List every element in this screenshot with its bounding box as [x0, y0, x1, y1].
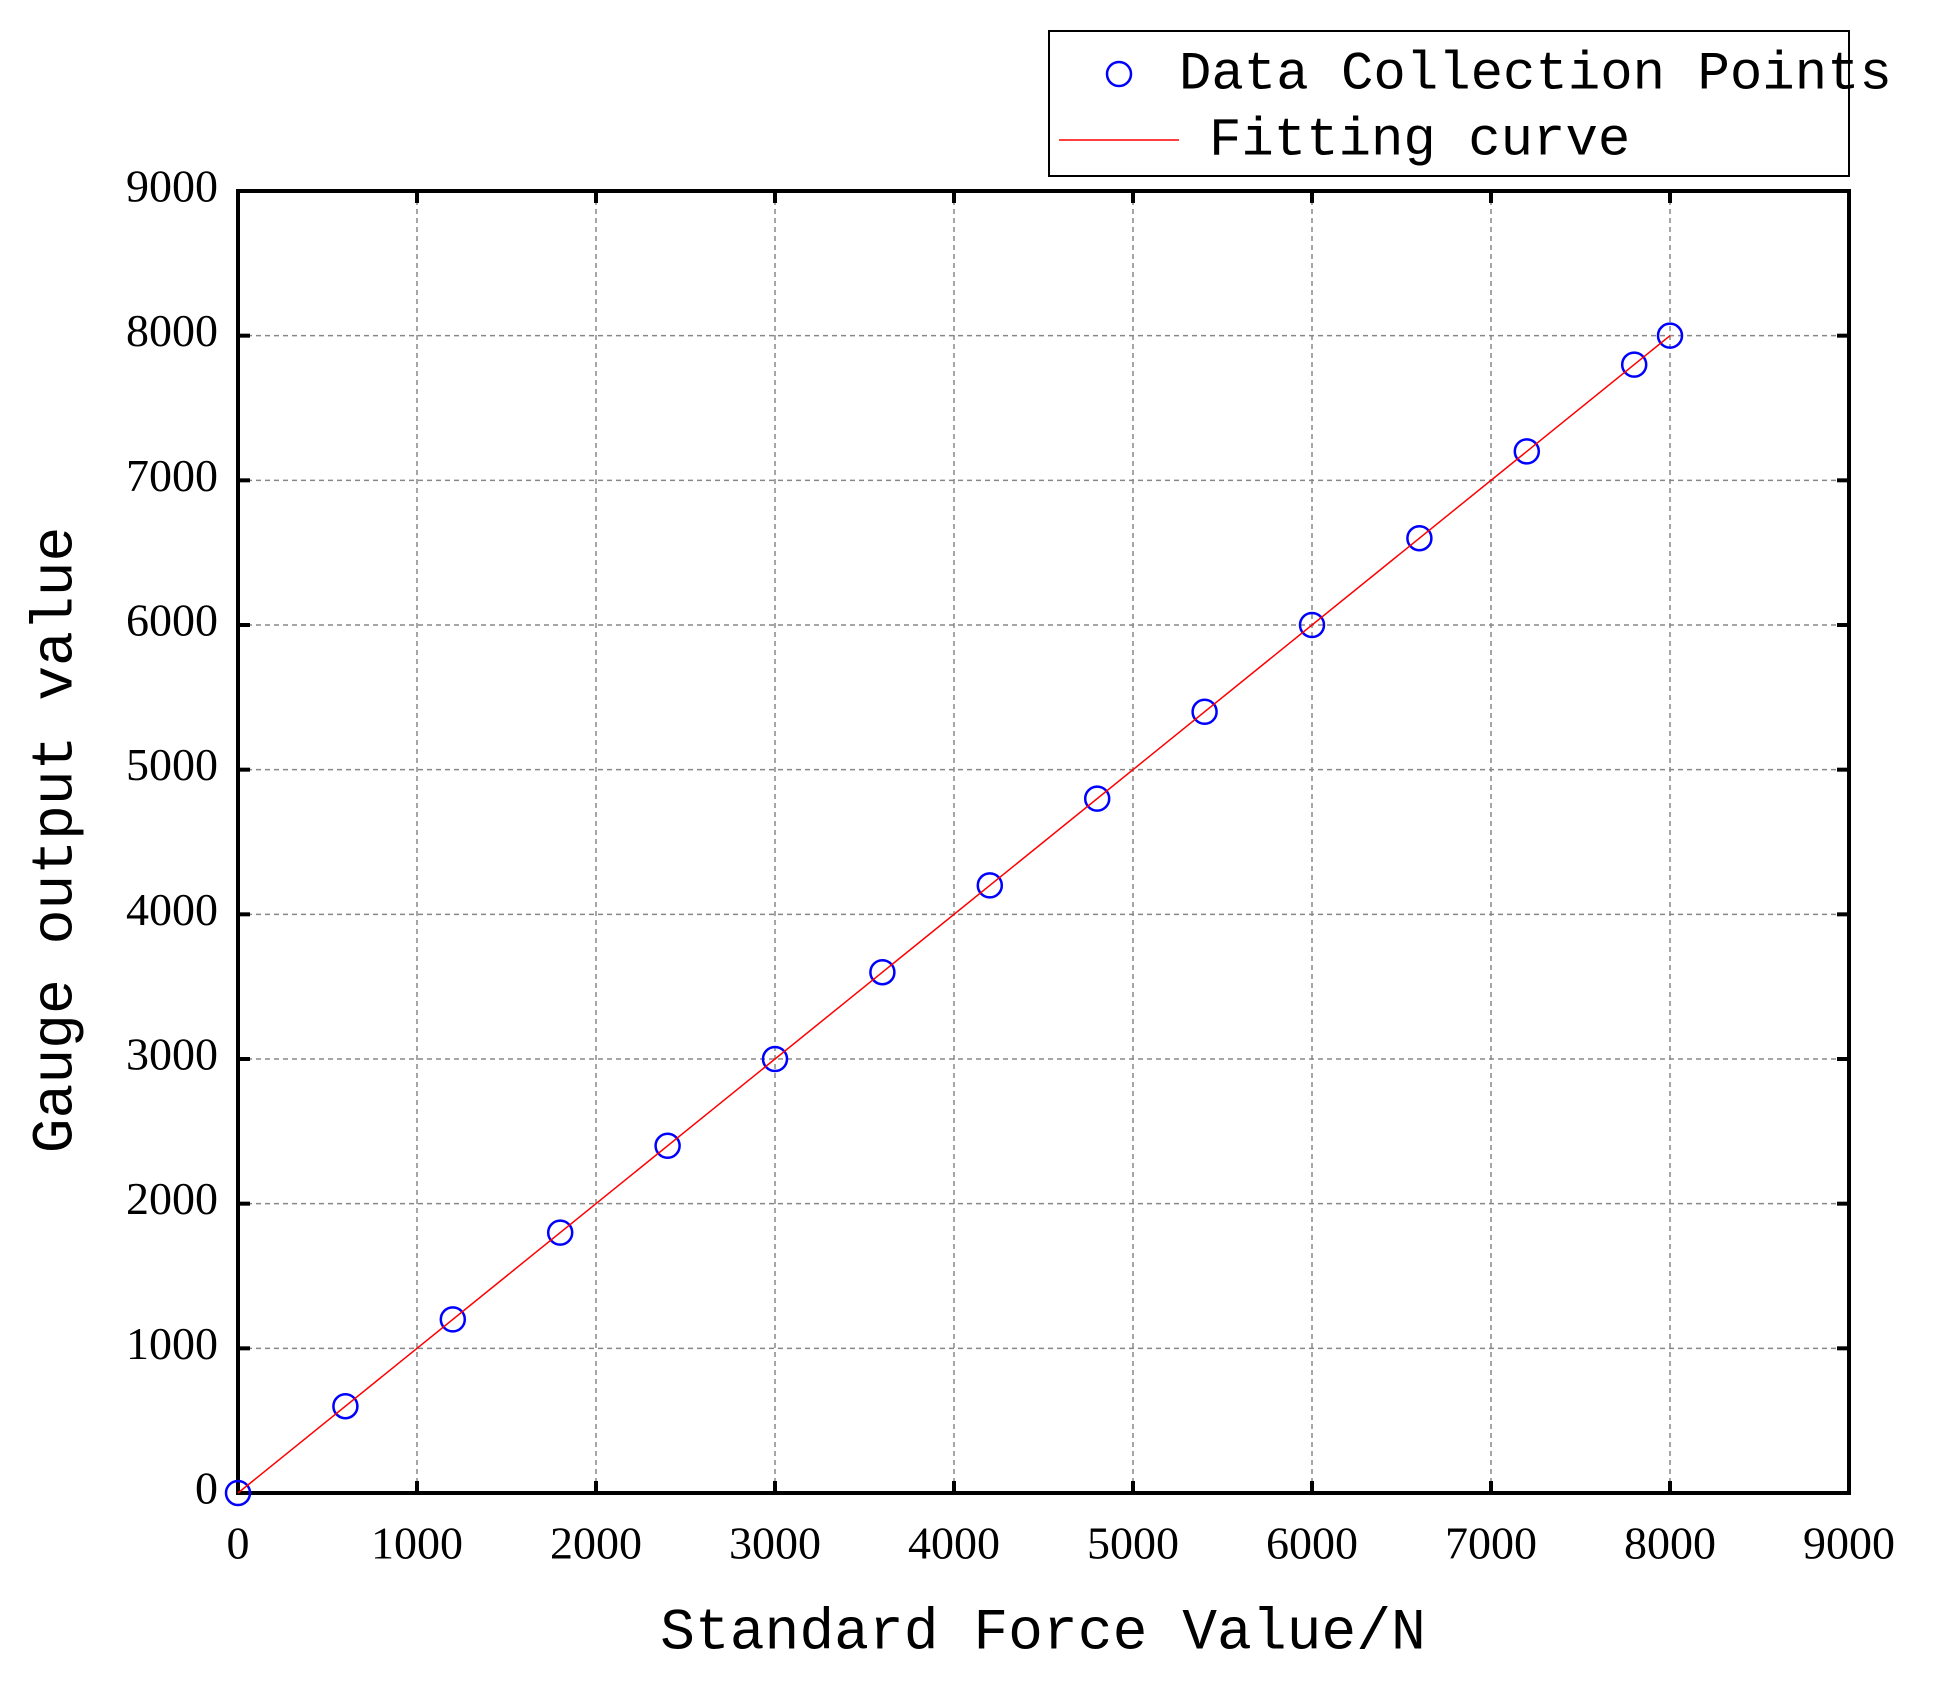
x-tick-label: 0 [227, 1518, 250, 1569]
y-tick-label: 8000 [126, 305, 218, 356]
x-tick-label: 2000 [550, 1518, 642, 1569]
data-point [1083, 785, 1111, 812]
legend-label: Data Collection Points [1179, 44, 1892, 105]
data-point [1191, 698, 1218, 726]
y-tick-label: 7000 [126, 450, 218, 501]
data-point [1298, 611, 1326, 639]
data-point [224, 1479, 252, 1507]
x-tick-label: 8000 [1624, 1518, 1716, 1569]
data-point [1513, 438, 1541, 465]
y-tick-label: 2000 [126, 1173, 218, 1224]
y-tick-label: 4000 [126, 884, 218, 935]
data-point [546, 1219, 574, 1246]
y-tick-label: 9000 [126, 161, 218, 212]
data-point [654, 1132, 681, 1160]
y-tick-label: 6000 [126, 595, 218, 646]
data-point [1406, 524, 1433, 552]
fit-line [237, 335, 1671, 1494]
x-tick-label: 4000 [908, 1518, 1000, 1569]
x-tick-label: 9000 [1803, 1518, 1895, 1569]
y-tick-label: 5000 [126, 739, 218, 790]
x-tick-label: 6000 [1266, 1518, 1358, 1569]
data-point [761, 1045, 789, 1073]
data-point [439, 1306, 467, 1333]
y-tick-label: 3000 [126, 1029, 218, 1080]
plot-frame [236, 189, 1851, 1495]
x-tick-label: 5000 [1087, 1518, 1179, 1569]
y-tick-label: 1000 [126, 1318, 218, 1369]
y-axis-label: Gauge output value [24, 527, 89, 1154]
data-point [1620, 351, 1648, 378]
data-point [332, 1392, 359, 1420]
legend-label: Fitting curve [1209, 110, 1630, 171]
x-axis-label: Standard Force Value/N [660, 1601, 1426, 1666]
x-tick-label: 7000 [1445, 1518, 1537, 1569]
x-tick-label: 3000 [729, 1518, 821, 1569]
legend-box [1048, 30, 1850, 177]
data-point [1656, 322, 1684, 349]
data-point [976, 872, 1004, 899]
data-point [869, 958, 896, 986]
y-tick-label: 0 [195, 1463, 218, 1514]
legend-marker [1105, 60, 1133, 88]
x-tick-label: 1000 [371, 1518, 463, 1569]
